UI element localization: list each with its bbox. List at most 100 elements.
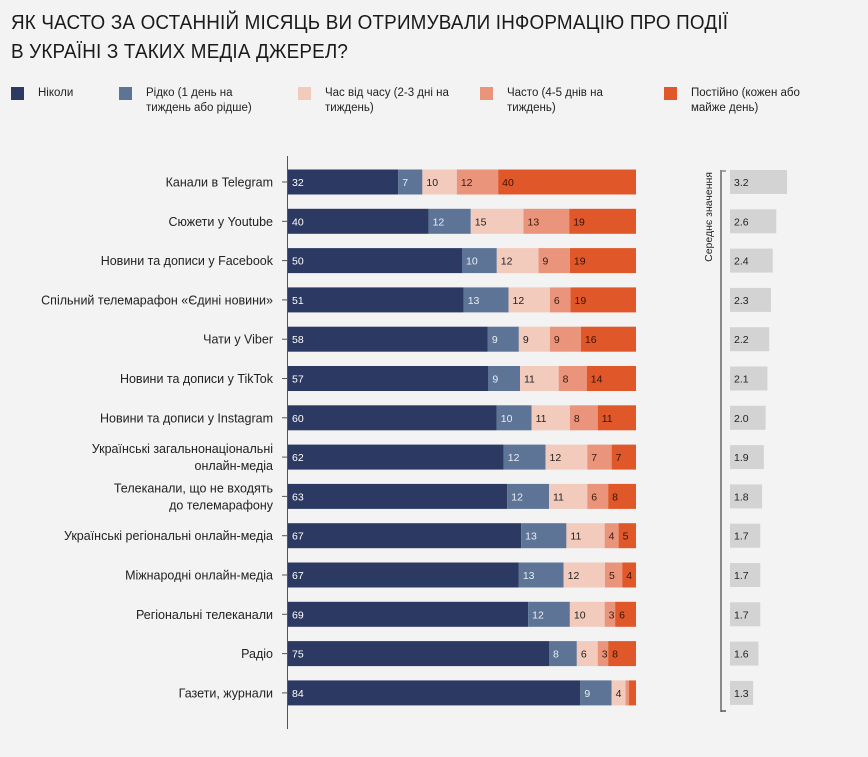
- category-label: Новини та дописи у TikTok: [120, 372, 274, 386]
- mean-bar-row: 1.7: [730, 523, 761, 548]
- bar-value-label: 58: [292, 334, 304, 346]
- bar-segment: [288, 562, 519, 588]
- bar-segment: [288, 248, 462, 274]
- bar-value-label: 8: [553, 649, 559, 661]
- bar-value-label: 8: [612, 491, 618, 503]
- mean-layer: 3.2 2.6 2.4 2.3 2.2 2.1 2.0 1.9 1.8 1.7 1.7 1.7 1.6 1…: [703, 170, 787, 712]
- bar-segment: [288, 444, 504, 470]
- bar-value-label: 9: [492, 374, 498, 386]
- bar-value-label: 11: [536, 413, 547, 425]
- bar-segment: [625, 680, 630, 706]
- bar-segment: [488, 366, 520, 391]
- legend-swatch: [480, 87, 493, 100]
- legend-label: Часто (4-5 днів на тиждень): [507, 87, 603, 114]
- bar-value-label: 6: [591, 491, 597, 503]
- category-label: Українські загальнонаціональні онлайн-мед…: [92, 442, 273, 473]
- bar-segment: [566, 523, 605, 549]
- legend-item-rarely: Рідко (1 день на тиждень або рідше): [119, 86, 276, 116]
- bar-value-label: 11: [570, 531, 581, 543]
- bar-value-label: 67: [292, 531, 304, 543]
- axis-layer: Канали в Telegram Сюжети у Youtube Новини …: [41, 156, 288, 729]
- bar-value-label: 15: [475, 216, 487, 228]
- bar-value-label: 9: [554, 334, 560, 346]
- mean-bar: [730, 209, 777, 234]
- bar-segment: [604, 523, 619, 549]
- bar-value-label: 4: [616, 688, 622, 700]
- bar-value-label: 6: [554, 295, 560, 307]
- bar-value-label: 6: [581, 649, 587, 661]
- bar-segment: [503, 444, 546, 470]
- mean-bar: [730, 563, 761, 587]
- category-label: Телеканали, що не входять до телемарафону: [114, 481, 274, 512]
- chart-title-line-2: В УКРАЇНІ З ТАКИХ МЕДІА ДЖЕРЕЛ?: [11, 40, 349, 63]
- bar-segment: [611, 444, 636, 470]
- bar-value-label: 9: [584, 688, 590, 700]
- bar-value-label: 67: [292, 570, 304, 582]
- mean-bar-row: 3.2: [730, 170, 787, 194]
- category-label: Міжнародні онлайн-медіа: [125, 569, 273, 583]
- bar-value-label: 3: [602, 649, 608, 661]
- bar-segment: [422, 169, 457, 195]
- bar-segment: [587, 483, 609, 509]
- stacked-bar-row: 62 12 12 7 7: [288, 444, 636, 470]
- mean-bar-row: 2.6: [730, 209, 777, 234]
- stacked-bar-row: 67 13 12 5 4: [288, 562, 636, 588]
- mean-bar: [730, 170, 787, 194]
- bar-value-label: 14: [591, 374, 603, 386]
- bar-segment: [518, 326, 550, 352]
- bar-value-label: 51: [292, 295, 304, 307]
- bar-segment: [428, 208, 471, 234]
- mean-value-label: 1.7: [734, 609, 749, 621]
- bar-segment: [523, 208, 570, 234]
- category-label: Газети, журнали: [179, 686, 273, 700]
- mean-bar: [730, 523, 761, 548]
- legend-label: Час від часу (2-3 дні на тиждень): [325, 87, 449, 114]
- stacked-bar-row: 40 12 15 13 19: [288, 208, 636, 234]
- bar-segment: [288, 483, 508, 509]
- mean-value-label: 2.0: [734, 413, 749, 425]
- bar-segment: [618, 523, 636, 549]
- bar-segment: [288, 601, 529, 627]
- mean-bar-row: 2.1: [730, 366, 768, 391]
- bar-segment: [587, 444, 612, 470]
- legend-item-sometimes: Час від часу (2-3 дні на тиждень): [298, 86, 465, 116]
- bar-segment: [580, 680, 612, 706]
- stacked-bar-row: 51 13 12 6 19: [288, 287, 636, 313]
- bar-segment: [507, 483, 549, 509]
- bar-segment: [288, 169, 399, 195]
- bar-segment: [604, 562, 623, 588]
- bar-segment: [528, 601, 570, 627]
- bar-value-label: 12: [550, 452, 562, 464]
- mean-value-label: 1.7: [734, 531, 749, 543]
- bar-value-label: 5: [623, 531, 629, 543]
- bar-value-label: 19: [575, 295, 587, 307]
- bar-segment: [569, 405, 598, 431]
- bar-value-label: 9: [523, 334, 529, 346]
- mean-value-label: 1.9: [734, 452, 749, 464]
- bar-value-label: 16: [585, 334, 597, 346]
- bar-value-label: 11: [524, 374, 535, 386]
- bar-segment: [569, 601, 605, 627]
- bar-value-label: 57: [292, 374, 304, 386]
- bar-value-label: 12: [513, 295, 525, 307]
- category-label: Радіо: [241, 647, 273, 661]
- bar-segment: [487, 326, 519, 352]
- bar-segment: [518, 562, 564, 588]
- bar-segment: [549, 326, 581, 352]
- bar-segment: [288, 641, 549, 667]
- bar-value-label: 12: [511, 491, 523, 503]
- bar-segment: [586, 366, 636, 391]
- bar-value-label: 75: [292, 649, 304, 661]
- stacked-bar-row: 67 13 11 4 5: [288, 523, 636, 549]
- bar-value-label: 9: [543, 256, 549, 268]
- bar-segment: [622, 562, 636, 588]
- mean-bar: [730, 445, 764, 470]
- bar-segment: [288, 287, 464, 313]
- stacked-bar-row: 63 12 11 6 8: [288, 483, 636, 509]
- bar-value-label: 13: [525, 531, 537, 543]
- mean-value-label: 1.7: [734, 570, 749, 582]
- mean-bar: [730, 484, 763, 509]
- category-label: Новини та дописи у Facebook: [101, 254, 274, 268]
- mean-bar: [730, 641, 759, 666]
